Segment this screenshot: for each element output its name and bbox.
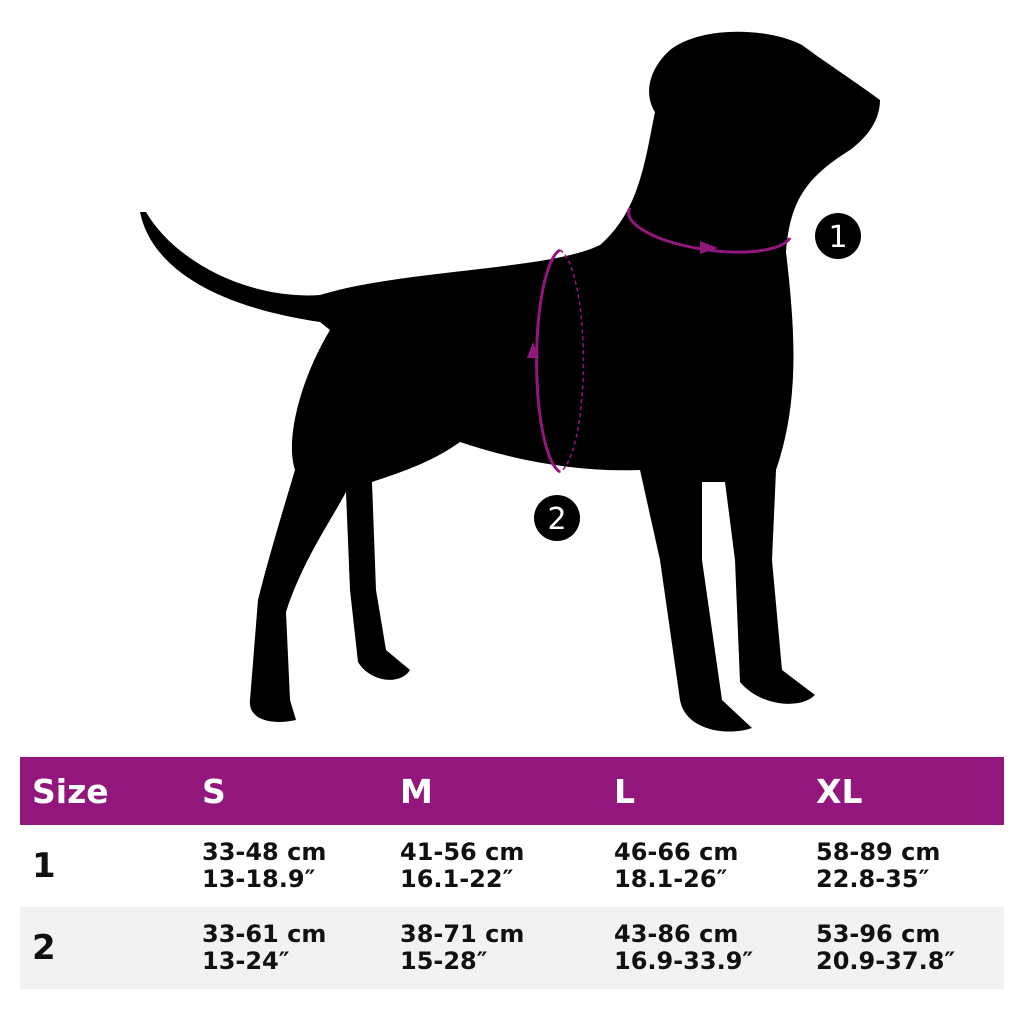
marker-1-label: 1 xyxy=(828,220,847,255)
cell-cm: 33-61 cm xyxy=(202,920,327,948)
cell-cm: 33-48 cm xyxy=(202,838,327,866)
cell-cm: 38-71 cm xyxy=(400,920,525,948)
dog-silhouette xyxy=(140,31,880,732)
table-cell: 46-66 cm 18.1-26″ xyxy=(614,825,816,907)
table-row: 1 33-48 cm 13-18.9″ 41-56 cm 16.1-22″ 46-6… xyxy=(20,825,1004,907)
cell-cm: 46-66 cm xyxy=(614,838,739,866)
cell-in: 16.1-22″ xyxy=(400,865,514,893)
cell-cm: 41-56 cm xyxy=(400,838,525,866)
table-cell: 43-86 cm 16.9-33.9″ xyxy=(614,907,816,989)
table-cell: 33-61 cm 13-24″ xyxy=(202,907,400,989)
cell-cm: 53-96 cm xyxy=(816,920,941,948)
table-cell: 33-48 cm 13-18.9″ xyxy=(202,825,400,907)
table-cell: 53-96 cm 20.9-37.8″ xyxy=(816,907,1004,989)
header-l: L xyxy=(614,771,636,811)
cell-in: 20.9-37.8″ xyxy=(816,947,956,975)
marker-1-badge: 1 xyxy=(815,213,861,259)
cell-cm: 58-89 cm xyxy=(816,838,941,866)
marker-2-badge: 2 xyxy=(534,495,580,541)
header-size: Size xyxy=(32,771,109,811)
size-table-header: Size S M L XL xyxy=(20,757,1004,825)
size-table: Size S M L XL 1 33-48 cm 13-18.9″ 41-56 c… xyxy=(20,757,1004,989)
marker-2-label: 2 xyxy=(547,502,566,537)
dog-measurement-diagram: 1 2 xyxy=(140,31,880,732)
cell-in: 22.8-35″ xyxy=(816,865,930,893)
chest-measure-loop xyxy=(527,248,585,474)
cell-in: 18.1-26″ xyxy=(614,865,728,893)
cell-in: 13-24″ xyxy=(202,947,290,975)
header-m: M xyxy=(400,771,433,811)
table-row: 2 33-61 cm 13-24″ 38-71 cm 15-28″ 43-86 cm… xyxy=(20,907,1004,989)
header-s: S xyxy=(202,771,226,811)
row-label: 1 xyxy=(32,845,56,886)
header-xl: XL xyxy=(816,771,863,811)
table-cell: 38-71 cm 15-28″ xyxy=(400,907,614,989)
neck-measure-loop xyxy=(627,207,792,254)
table-cell: 41-56 cm 16.1-22″ xyxy=(400,825,614,907)
table-cell: 58-89 cm 22.8-35″ xyxy=(816,825,1004,907)
row-label: 2 xyxy=(32,927,56,968)
cell-in: 16.9-33.9″ xyxy=(614,947,754,975)
cell-in: 15-28″ xyxy=(400,947,488,975)
cell-cm: 43-86 cm xyxy=(614,920,739,948)
cell-in: 13-18.9″ xyxy=(202,865,316,893)
